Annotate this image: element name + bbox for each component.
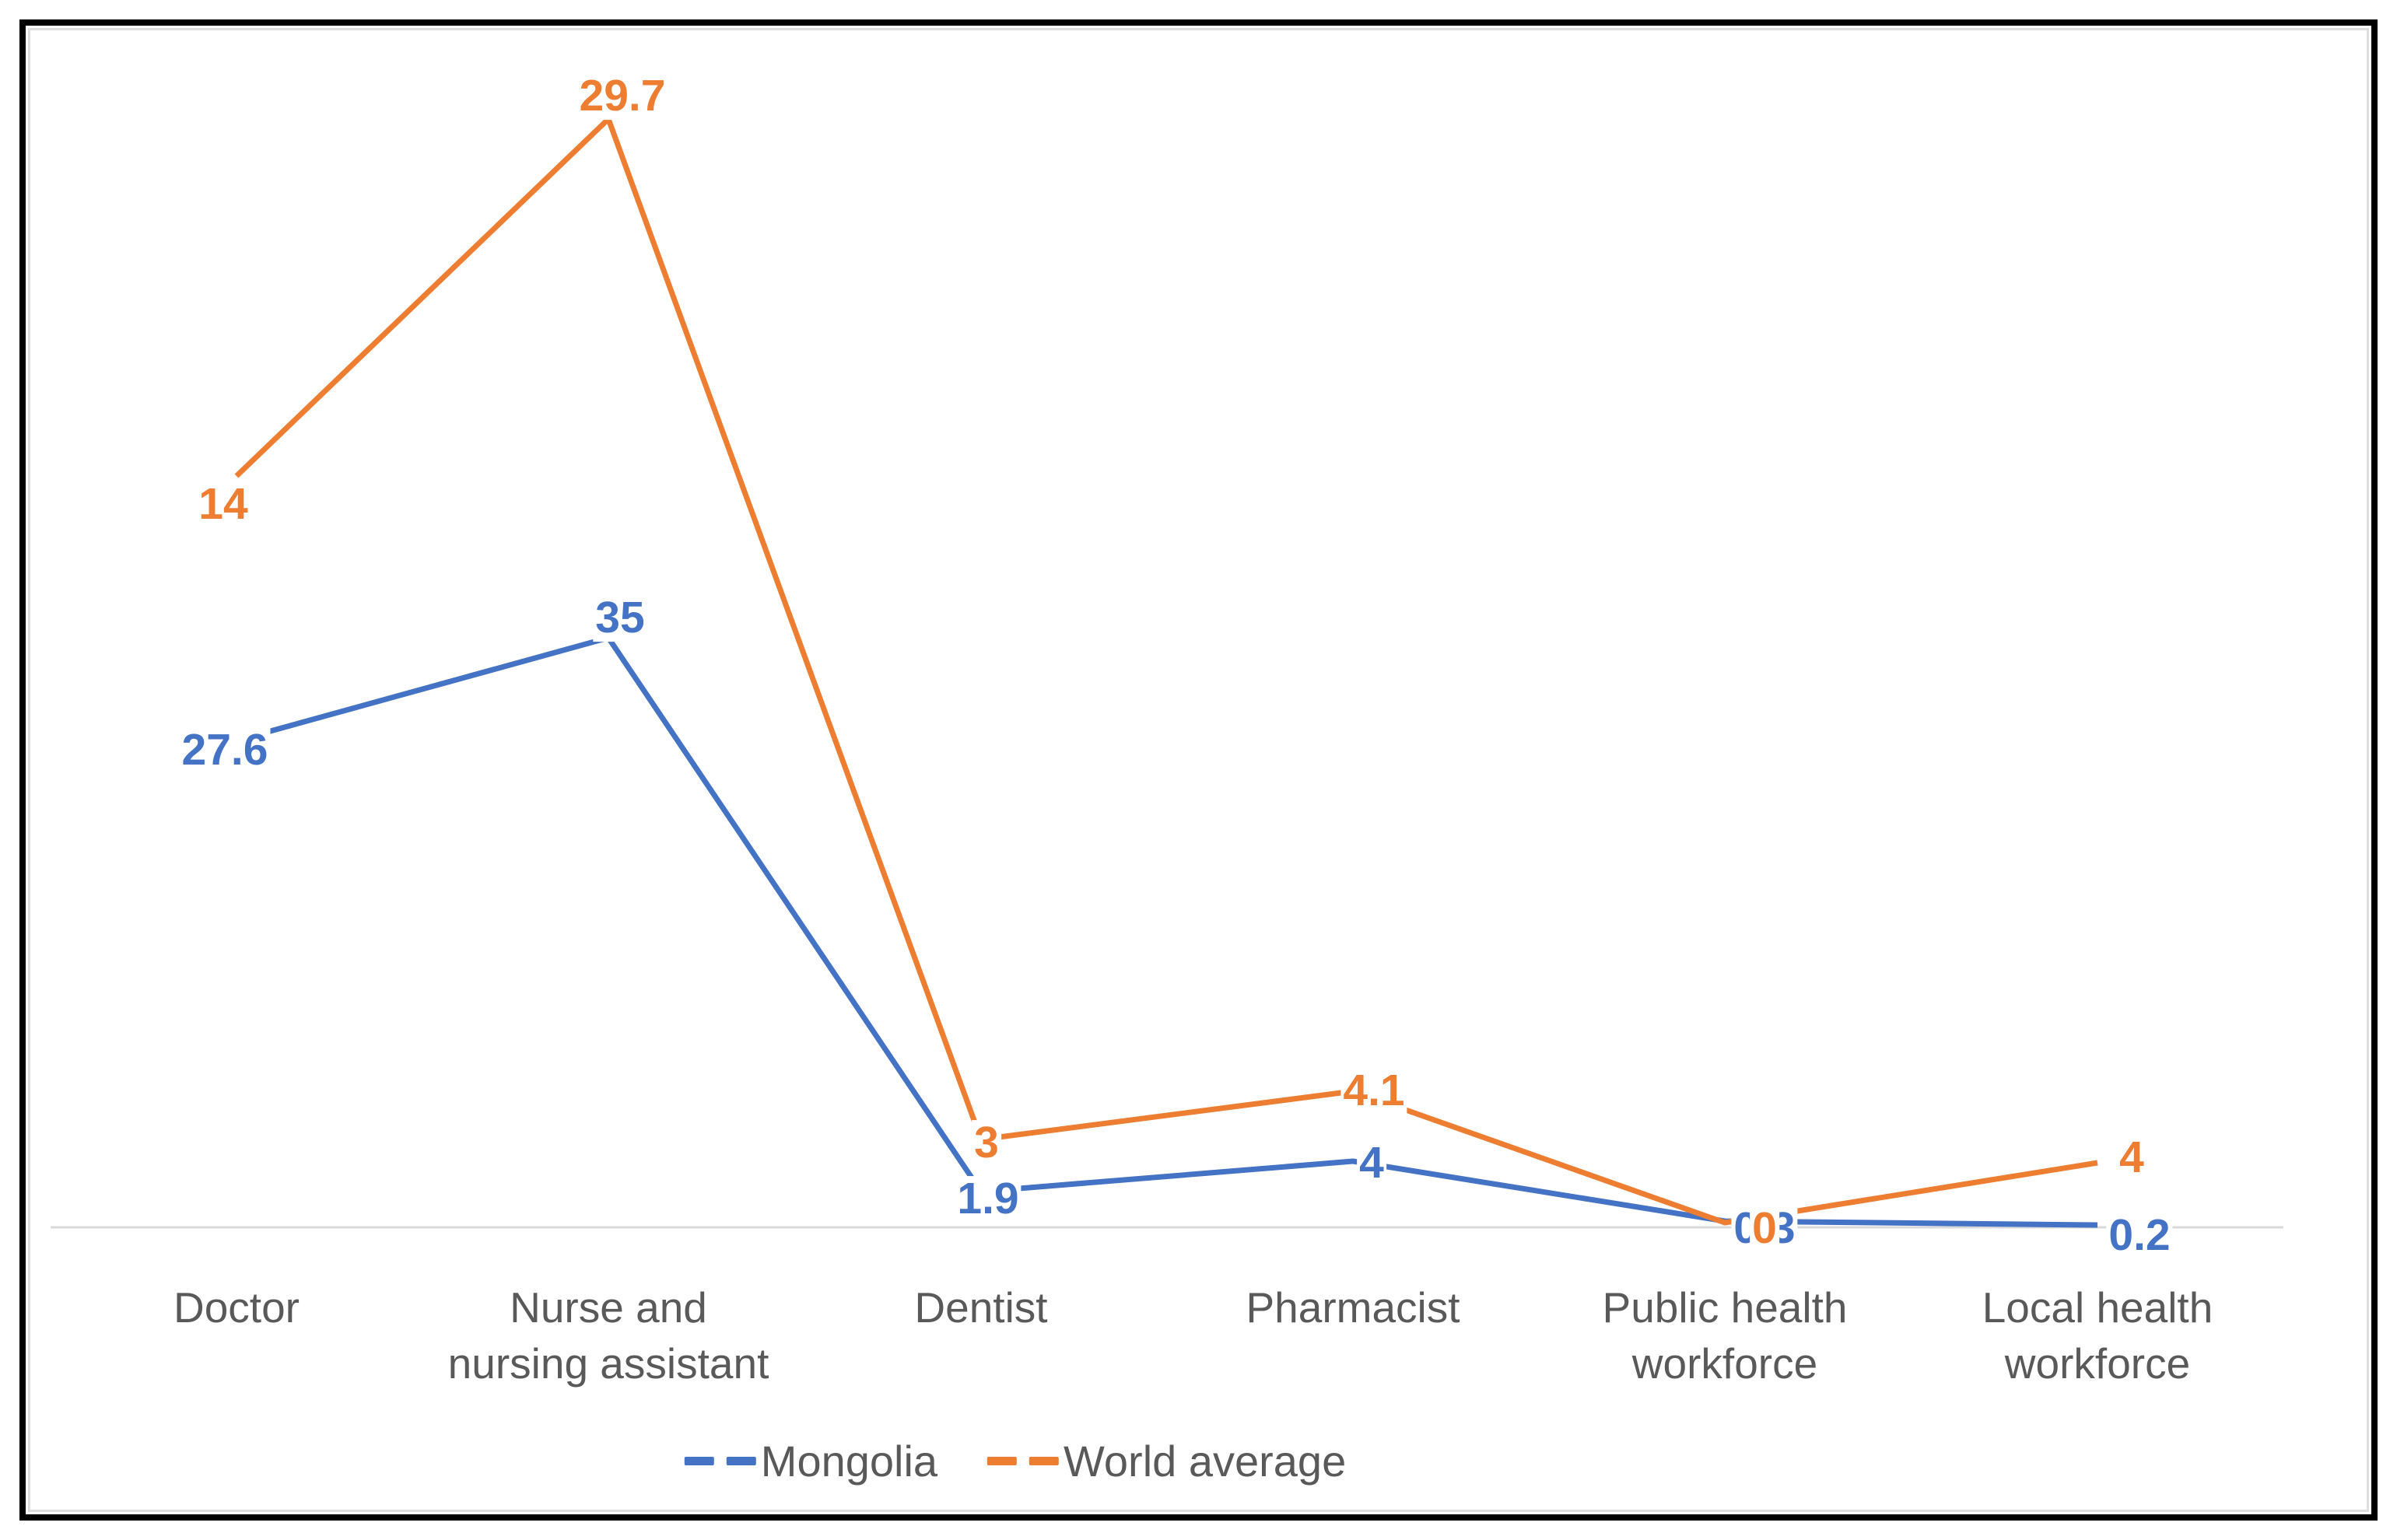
data-label-world-average-nurse-and: 29.7: [576, 72, 668, 120]
chart-inner-border: [28, 28, 2369, 1512]
data-label-mongolia-dentist: 1.9: [955, 1175, 1022, 1223]
data-label-world-average-public-health: 0: [1750, 1205, 1779, 1252]
legend-item-mongolia: Mongolia: [684, 1436, 938, 1486]
legend-dash-icon: [1029, 1456, 1060, 1465]
x-axis-label-public-health: Public health workforce: [1602, 1283, 1848, 1388]
data-label-world-average-pharmacist: 4.1: [1340, 1067, 1407, 1115]
legend-dash-icon: [684, 1456, 714, 1465]
legend-dash-icon: [987, 1456, 1018, 1465]
data-label-world-average-doctor: 14: [196, 481, 251, 528]
data-label-world-average-local-health: 4: [2117, 1134, 2146, 1181]
x-axis-label-nurse-and: Nurse and nursing assistant: [447, 1283, 769, 1388]
mongolia-line: [236, 635, 2098, 1228]
chart-outer-border: [19, 19, 2378, 1521]
data-label-mongolia-doctor: 27.6: [179, 726, 271, 774]
legend-label-world-average: World average: [1064, 1436, 1347, 1486]
x-axis-label-dentist: Dentist: [914, 1283, 1048, 1332]
chart-legend: Mongolia World average: [684, 1428, 1346, 1493]
data-label-mongolia-pharmacist: 4: [1357, 1139, 1386, 1187]
world-average-line: [234, 116, 2098, 1226]
data-label-mongolia-nurse-and: 35: [593, 594, 647, 642]
data-label-world-average-dentist: 3: [972, 1119, 1001, 1167]
data-label-mongolia-local-health: 0.2: [2106, 1212, 2173, 1259]
legend-dash-icon: [726, 1456, 756, 1465]
legend-label-mongolia: Mongolia: [760, 1436, 938, 1486]
x-axis-label-pharmacist: Pharmacist: [1246, 1283, 1460, 1332]
legend-item-world-average: World average: [987, 1436, 1346, 1486]
x-axis-label-doctor: Doctor: [173, 1283, 300, 1332]
x-axis-label-local-health: Local health workforce: [1982, 1283, 2213, 1388]
